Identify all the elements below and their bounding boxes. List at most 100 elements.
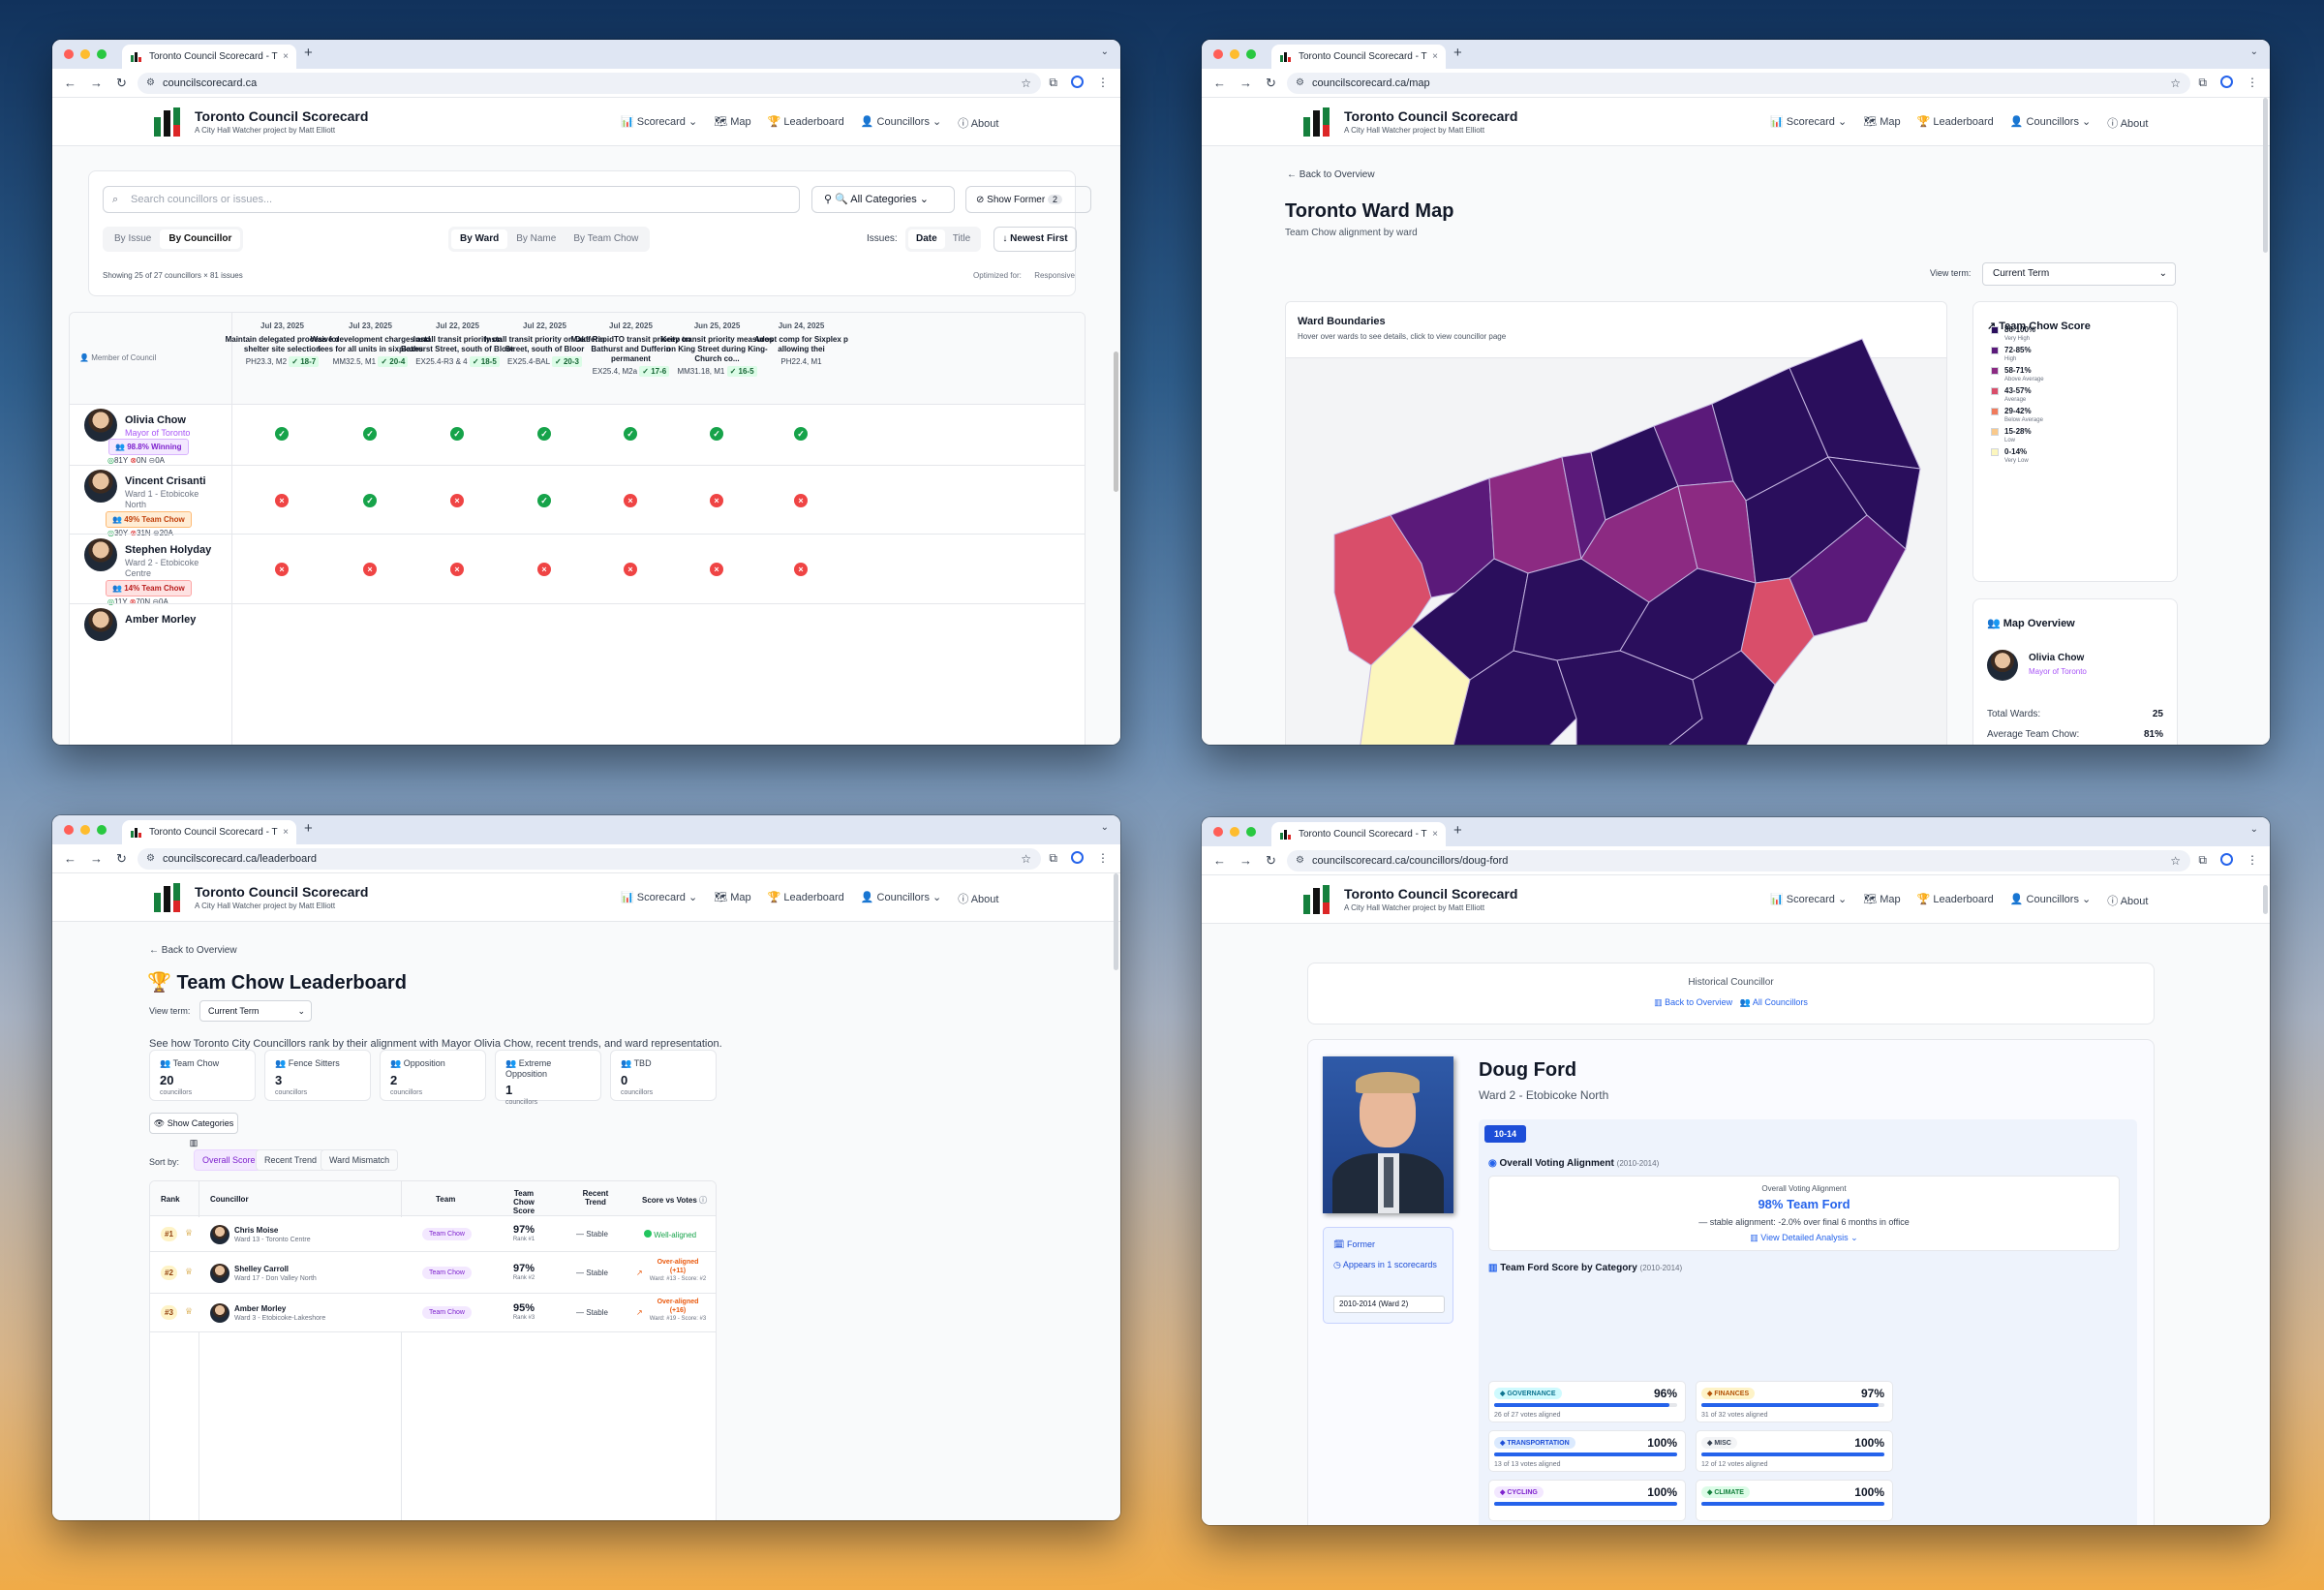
reload-icon[interactable]: ↻ xyxy=(116,851,127,866)
bookmark-star-icon[interactable]: ☆ xyxy=(2170,76,2181,90)
show-former-button[interactable]: ⊘ Show Former 2 xyxy=(965,186,1091,213)
site-logo-icon[interactable] xyxy=(153,883,184,912)
category-count-card[interactable]: 👥 Extreme Opposition 1 councillors xyxy=(495,1050,601,1106)
site-info-icon[interactable]: ⚙ xyxy=(1296,77,1304,88)
forward-arrow-icon[interactable]: → xyxy=(90,851,103,866)
nav-councillors[interactable]: 👤 Councillors ⌄ xyxy=(2009,116,2092,128)
sort-date[interactable]: Date xyxy=(908,229,945,249)
extensions-icon[interactable]: ⧉ xyxy=(2198,853,2207,867)
bookmark-star-icon[interactable]: ☆ xyxy=(1021,76,1031,90)
vote-no-icon[interactable]: × xyxy=(624,494,637,507)
nav-leaderboard[interactable]: 🏆 Leaderboard xyxy=(767,116,844,128)
ward-21[interactable] xyxy=(1359,626,1471,745)
vote-column-header[interactable]: Jun 25, 2025 Keep transit priority measu… xyxy=(657,321,778,377)
site-info-icon[interactable]: ⚙ xyxy=(146,853,155,864)
menu-icon[interactable]: ⋮ xyxy=(1097,851,1109,865)
category-score-card[interactable]: ◆ FINANCES 97% 31 of 32 votes aligned xyxy=(1696,1381,1893,1422)
new-tab-button[interactable]: + xyxy=(1453,822,1462,839)
browser-tab[interactable]: Toronto Council Scorecard - T × xyxy=(1271,45,1446,69)
reload-icon[interactable]: ↻ xyxy=(116,76,127,90)
newest-first-button[interactable]: ↓ Newest First xyxy=(994,227,1077,252)
vote-no-icon[interactable]: × xyxy=(537,563,551,576)
forward-arrow-icon[interactable]: → xyxy=(1239,76,1252,90)
table-row[interactable]: #2 ♕ Shelley Carroll Ward 17 - Don Valle… xyxy=(150,1252,716,1294)
sort-overall-score[interactable]: Overall Score xyxy=(194,1149,264,1171)
back-to-overview-link[interactable]: ← Back to Overview xyxy=(1287,169,1375,180)
nav-councillors[interactable]: 👤 Councillors ⌄ xyxy=(860,892,942,903)
group-by-team-chow[interactable]: By Team Chow xyxy=(573,233,639,244)
vote-yes-icon[interactable]: ✓ xyxy=(624,427,637,441)
vote-yes-icon[interactable]: ✓ xyxy=(450,427,464,441)
close-tab-icon[interactable]: × xyxy=(1432,829,1438,840)
nav-leaderboard[interactable]: 🏆 Leaderboard xyxy=(767,892,844,903)
vote-no-icon[interactable]: × xyxy=(710,563,723,576)
forward-arrow-icon[interactable]: → xyxy=(90,76,103,90)
new-tab-button[interactable]: + xyxy=(1453,45,1462,61)
profile-icon[interactable] xyxy=(2220,853,2233,866)
nav-about[interactable]: ⓘ About xyxy=(958,894,999,905)
councillor-row[interactable]: Amber Morley xyxy=(84,606,234,669)
address-bar[interactable]: ⚙ councilscorecard.ca/councillors/doug-fo… xyxy=(1287,850,2190,871)
category-count-card[interactable]: 👥 Team Chow 20 councillors xyxy=(149,1050,256,1101)
category-score-card[interactable]: ◆ GOVERNANCE 96% 26 of 27 votes aligned xyxy=(1488,1381,1686,1422)
ward-map[interactable] xyxy=(1286,302,1947,745)
vote-column-header[interactable]: Jul 23, 2025 Maintain delegated process … xyxy=(222,321,343,367)
site-title[interactable]: Toronto Council Scorecard xyxy=(1344,886,1518,902)
nav-scorecard[interactable]: 📊 Scorecard ⌄ xyxy=(1770,894,1848,905)
menu-icon[interactable]: ⋮ xyxy=(2247,76,2258,89)
close-tab-icon[interactable]: × xyxy=(283,827,289,838)
vote-yes-icon[interactable]: ✓ xyxy=(710,427,723,441)
vote-no-icon[interactable]: × xyxy=(450,494,464,507)
site-logo-icon[interactable] xyxy=(153,107,184,137)
search-input[interactable]: ⌕ Search councillors or issues... xyxy=(103,186,800,213)
site-logo-icon[interactable] xyxy=(1302,107,1333,137)
tab-list-chevron-icon[interactable]: ⌄ xyxy=(2249,46,2258,57)
profile-icon[interactable] xyxy=(2220,76,2233,88)
vote-no-icon[interactable]: × xyxy=(794,563,808,576)
nav-scorecard[interactable]: 📊 Scorecard ⌄ xyxy=(1770,116,1848,128)
nav-councillors[interactable]: 👤 Councillors ⌄ xyxy=(860,116,942,128)
new-tab-button[interactable]: + xyxy=(304,45,313,61)
vote-yes-icon[interactable]: ✓ xyxy=(363,494,377,507)
site-title[interactable]: Toronto Council Scorecard xyxy=(1344,108,1518,124)
nav-scorecard[interactable]: 📊 Scorecard ⌄ xyxy=(621,116,698,128)
sort-recent-trend[interactable]: Recent Trend xyxy=(256,1149,326,1171)
bookmark-star-icon[interactable]: ☆ xyxy=(1021,852,1031,866)
sort-ward-mismatch[interactable]: Ward Mismatch xyxy=(321,1149,399,1171)
extensions-icon[interactable]: ⧉ xyxy=(2198,76,2207,89)
extensions-icon[interactable]: ⧉ xyxy=(1049,76,1057,89)
view-term-select[interactable]: Current Term ⌄ xyxy=(1982,262,2176,286)
tab-list-chevron-icon[interactable]: ⌄ xyxy=(1100,46,1109,57)
vote-yes-icon[interactable]: ✓ xyxy=(537,427,551,441)
profile-icon[interactable] xyxy=(1071,76,1084,88)
vote-column-header[interactable]: Jul 23, 2025 Waive development charges a… xyxy=(310,321,431,367)
vote-column-header[interactable]: Jul 22, 2025 Install transit priority on… xyxy=(397,321,518,367)
category-score-card[interactable]: ◆ MISC 100% 12 of 12 votes aligned xyxy=(1696,1430,1893,1472)
category-dropdown[interactable]: ⚲ 🔍 All Categories ⌄ xyxy=(811,186,955,213)
menu-icon[interactable]: ⋮ xyxy=(2247,853,2258,867)
back-arrow-icon[interactable]: ← xyxy=(64,76,76,90)
view-detailed-analysis-link[interactable]: ▥ View Detailed Analysis ⌄ xyxy=(1750,1233,1858,1242)
back-arrow-icon[interactable]: ← xyxy=(64,851,76,866)
ward-20[interactable] xyxy=(1654,650,1776,745)
browser-tab[interactable]: Toronto Council Scorecard - T × xyxy=(122,820,296,844)
councillor-row[interactable]: Olivia Chow Mayor of Toronto 👥 98.8% Winni… xyxy=(84,407,234,470)
councillor-row[interactable]: Stephen Holyday Ward 2 - Etobicoke Centre… xyxy=(84,536,234,606)
browser-tab[interactable]: Toronto Council Scorecard - T × xyxy=(1271,822,1446,846)
nav-about[interactable]: ⓘ About xyxy=(2107,118,2149,130)
nav-scorecard[interactable]: 📊 Scorecard ⌄ xyxy=(621,892,698,903)
reload-icon[interactable]: ↻ xyxy=(1266,76,1276,90)
group-by-ward[interactable]: By Ward xyxy=(451,229,508,249)
category-score-card[interactable]: ◆ CYCLING 100% xyxy=(1488,1480,1686,1521)
vote-yes-icon[interactable]: ✓ xyxy=(794,427,808,441)
tab-list-chevron-icon[interactable]: ⌄ xyxy=(2249,824,2258,835)
category-count-card[interactable]: 👥 Opposition 2 councillors xyxy=(380,1050,486,1101)
view-term-select[interactable]: Current Term ⌄ xyxy=(199,1000,312,1022)
reload-icon[interactable]: ↻ xyxy=(1266,853,1276,868)
bookmark-star-icon[interactable]: ☆ xyxy=(2170,854,2181,868)
extensions-icon[interactable]: ⧉ xyxy=(1049,851,1057,865)
nav-map[interactable]: 🗺 Map xyxy=(714,892,751,903)
vote-yes-icon[interactable]: ✓ xyxy=(363,427,377,441)
nav-map[interactable]: 🗺 Map xyxy=(1863,894,1901,905)
profile-icon[interactable] xyxy=(1071,851,1084,864)
